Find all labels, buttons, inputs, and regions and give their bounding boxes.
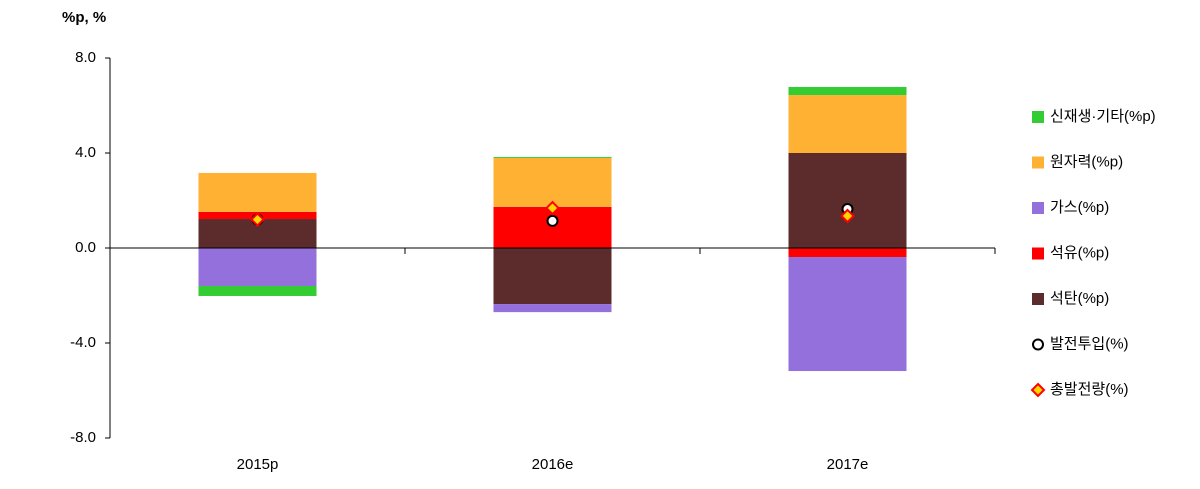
x-tick-label: 2017e — [827, 456, 869, 473]
y-tick-label: -8.0 — [70, 429, 96, 446]
y-tick-label: -4.0 — [70, 334, 96, 351]
legend-swatch — [1032, 111, 1044, 123]
bar-segment — [493, 304, 612, 313]
marker-diamond — [250, 212, 265, 227]
legend-label: 석유(%p) — [1050, 244, 1109, 261]
bar-segment — [788, 257, 907, 372]
bar-segment — [493, 157, 612, 158]
bar-segment — [493, 157, 612, 207]
y-tick-label: 8.0 — [75, 49, 96, 66]
legend-swatch — [1032, 156, 1044, 169]
y-tick-label: 0.0 — [75, 239, 96, 256]
marker-circle — [1032, 338, 1044, 351]
marker-circle — [546, 214, 559, 227]
bar-segment — [788, 153, 907, 248]
bar-segment — [788, 248, 907, 258]
legend-label: 가스(%p) — [1050, 199, 1109, 216]
marker-diamond — [545, 200, 560, 216]
legend-label: 원자력(%p) — [1050, 153, 1123, 170]
legend-label: 발전투입(%) — [1050, 335, 1129, 352]
legend-swatch — [1032, 247, 1044, 260]
legend-swatch — [1032, 293, 1044, 305]
y-tick-label: 4.0 — [75, 144, 96, 161]
bar-segment — [493, 248, 612, 305]
legend-swatch — [1032, 202, 1044, 214]
legend-label: 석탄(%p) — [1050, 290, 1109, 307]
y-unit-label: %p, % — [62, 9, 106, 26]
legend-label: 총발전량(%) — [1050, 381, 1129, 398]
bar-segment — [198, 248, 317, 286]
x-tick-label: 2015p — [237, 456, 279, 473]
bar-segment — [198, 286, 317, 296]
x-tick-label: 2016e — [532, 456, 574, 473]
marker-diamond — [840, 208, 855, 224]
marker-diamond — [1030, 382, 1046, 398]
bar-segment — [788, 95, 907, 153]
legend-label: 신재생·기타(%p) — [1050, 108, 1156, 125]
bar-segment — [788, 86, 907, 96]
bar-segment — [198, 172, 317, 212]
